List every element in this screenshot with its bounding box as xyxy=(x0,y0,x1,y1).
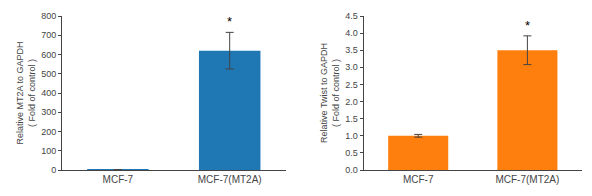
svg-text:2.5: 2.5 xyxy=(345,80,358,90)
svg-text:2.0: 2.0 xyxy=(345,97,358,107)
svg-text:600: 600 xyxy=(41,50,56,60)
svg-text:3.5: 3.5 xyxy=(345,45,358,55)
svg-text:MCF-7: MCF-7 xyxy=(403,174,434,185)
svg-text:200: 200 xyxy=(41,127,56,137)
svg-text:Relative Twist to GAPDH( Fold: Relative Twist to GAPDH( Fold of control… xyxy=(319,43,341,143)
svg-text:1.5: 1.5 xyxy=(345,114,358,124)
svg-text:MCF-7(MT2A): MCF-7(MT2A) xyxy=(198,174,262,185)
svg-text:100: 100 xyxy=(41,146,56,156)
svg-text:500: 500 xyxy=(41,69,56,79)
svg-text:300: 300 xyxy=(41,107,56,117)
svg-text:MCF-7: MCF-7 xyxy=(103,174,134,185)
svg-text:400: 400 xyxy=(41,88,56,98)
svg-text:0.5: 0.5 xyxy=(345,148,358,158)
svg-text:Relative MT2A to GAPDH( Fold o: Relative MT2A to GAPDH( Fold of control … xyxy=(15,41,37,144)
svg-text:800: 800 xyxy=(41,11,56,21)
svg-text:*: * xyxy=(227,14,232,29)
svg-text:4.0: 4.0 xyxy=(345,28,358,38)
svg-text:0: 0 xyxy=(51,165,56,175)
svg-text:*: * xyxy=(525,18,530,33)
svg-text:MCF-7(MT2A): MCF-7(MT2A) xyxy=(495,174,559,185)
svg-text:700: 700 xyxy=(41,30,56,40)
svg-text:3.0: 3.0 xyxy=(345,62,358,72)
svg-text:4.5: 4.5 xyxy=(345,11,358,21)
svg-text:0.0: 0.0 xyxy=(345,165,358,175)
svg-text:1.0: 1.0 xyxy=(345,131,358,141)
